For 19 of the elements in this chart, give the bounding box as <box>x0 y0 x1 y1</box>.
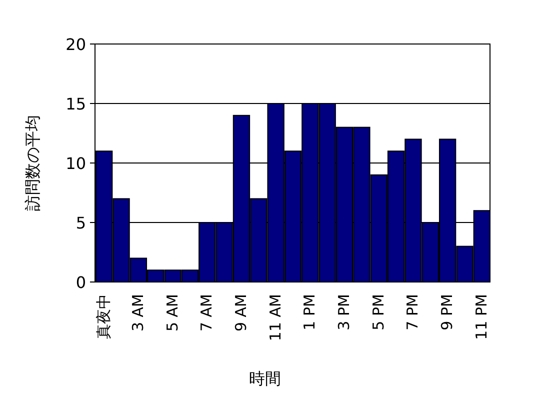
y-tick-label: 15 <box>66 94 86 114</box>
x-tick-label: 11 PM <box>472 294 490 340</box>
x-tick-label: 11 AM <box>266 294 284 342</box>
x-axis-title: 時間 <box>249 369 281 388</box>
y-axis-title: 訪問数の平均 <box>23 115 42 211</box>
x-tick-label: 9 AM <box>232 294 250 332</box>
x-tick-label: 7 AM <box>198 294 216 332</box>
x-tick-label: 3 PM <box>335 294 354 330</box>
x-tick-label: 7 PM <box>404 294 422 330</box>
x-tick-label: 3 AM <box>128 294 147 332</box>
x-tick-label: 真夜中 <box>94 294 113 339</box>
x-tick-label: 5 PM <box>369 294 388 330</box>
x-tick-label: 5 AM <box>163 294 182 332</box>
y-tick-label: 20 <box>66 35 86 54</box>
y-tick-label: 10 <box>66 154 86 173</box>
x-tick-label: 1 PM <box>300 294 319 330</box>
y-tick-label: 5 <box>76 214 86 232</box>
x-tick-label: 9 PM <box>438 294 456 330</box>
y-tick-label: 0 <box>76 273 86 292</box>
